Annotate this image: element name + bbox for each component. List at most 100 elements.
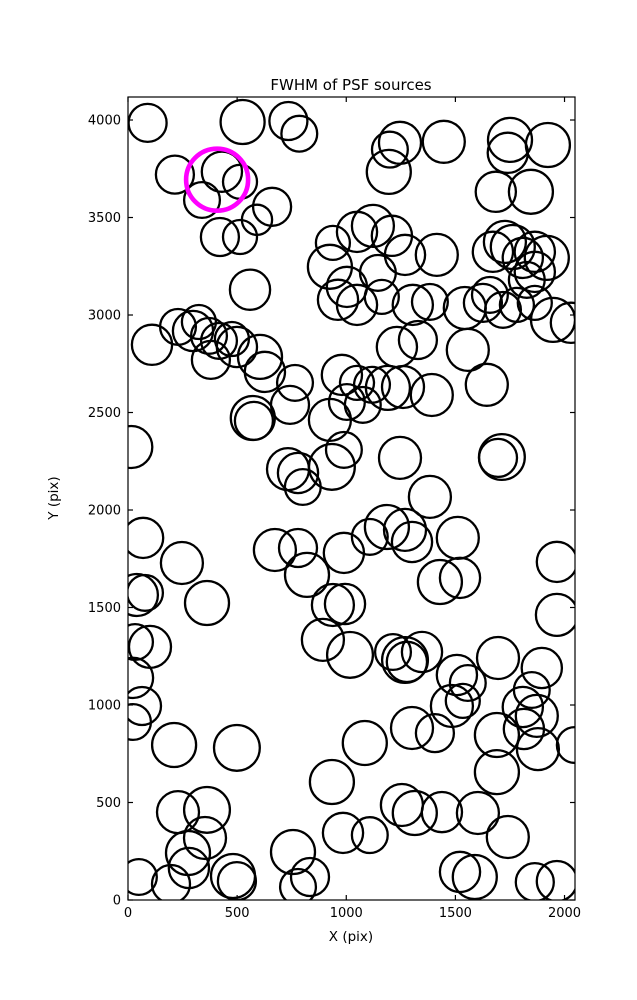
psf-source-circle bbox=[300, 617, 346, 663]
psf-source-circle bbox=[451, 853, 498, 900]
psf-source-circle bbox=[128, 857, 158, 897]
psf-source-circle bbox=[464, 362, 509, 407]
psf-source-circle bbox=[276, 451, 320, 495]
psf-source-circle bbox=[190, 339, 232, 381]
psf-source-circle bbox=[482, 219, 528, 265]
psf-source-circle bbox=[277, 527, 319, 569]
psf-source-circle bbox=[269, 828, 317, 876]
y-tick-label: 4000 bbox=[88, 114, 121, 129]
psf-source-circle bbox=[455, 790, 501, 836]
psf-source-circle bbox=[389, 705, 435, 751]
psf-source-circle bbox=[445, 327, 490, 373]
psf-source-circle bbox=[474, 170, 518, 214]
psf-source-circle bbox=[199, 321, 239, 360]
psf-source-circle bbox=[513, 230, 557, 274]
psf-source-circle bbox=[470, 275, 509, 314]
psf-source-circle bbox=[516, 284, 553, 322]
psf-source-circle bbox=[316, 278, 360, 322]
psf-source-circle bbox=[513, 250, 557, 294]
psf-source-circle bbox=[182, 785, 232, 834]
psf-source-circle bbox=[310, 582, 356, 628]
psf-source-circle bbox=[324, 430, 363, 469]
psf-source-circle bbox=[498, 286, 536, 324]
psf-source-circle bbox=[363, 278, 400, 316]
y-tick-label: 1000 bbox=[88, 699, 121, 714]
psf-source-circle bbox=[212, 723, 261, 772]
psf-source-circle bbox=[128, 656, 155, 700]
axis-ticks-layer: 0 500 1000 1500 2000 0 500 1000 1500 2000 2500 3000… bbox=[88, 97, 581, 921]
psf-source-circle bbox=[283, 551, 331, 599]
psf-source-circle bbox=[462, 282, 504, 324]
psf-source-circle bbox=[128, 516, 165, 560]
psf-source-circle bbox=[438, 556, 482, 600]
psf-source-circle bbox=[321, 811, 365, 855]
psf-source-circle bbox=[520, 646, 564, 690]
psf-source-circle bbox=[473, 711, 521, 759]
psf-source-circle bbox=[128, 702, 153, 742]
psf-source-circle bbox=[350, 203, 396, 249]
psf-source-circle bbox=[414, 232, 459, 278]
y-tick-label: 500 bbox=[96, 796, 121, 811]
psf-source-circle bbox=[335, 283, 379, 327]
psf-source-circle bbox=[189, 316, 229, 355]
psf-source-circle bbox=[233, 400, 275, 442]
psf-source-circle bbox=[501, 685, 545, 729]
psf-source-circle bbox=[477, 437, 519, 479]
psf-source-circle bbox=[529, 296, 575, 344]
psf-source-circle bbox=[407, 474, 453, 520]
psf-source-circle bbox=[373, 632, 413, 672]
psf-source-circle bbox=[514, 861, 555, 900]
psf-source-circle bbox=[278, 867, 318, 900]
psf-source-circle bbox=[128, 572, 160, 618]
psf-source-circle bbox=[365, 148, 412, 196]
y-tick-label: 2000 bbox=[88, 504, 121, 519]
psf-source-circle bbox=[383, 233, 427, 277]
psf-source-circle bbox=[314, 224, 352, 262]
psf-source-circle bbox=[199, 216, 241, 258]
psf-source-circle bbox=[327, 382, 366, 422]
psf-source-circle bbox=[523, 234, 570, 282]
psf-source-circle bbox=[268, 100, 309, 142]
psf-source-circle bbox=[128, 685, 163, 727]
psf-source-circle bbox=[240, 203, 274, 237]
x-tick-label: 1000 bbox=[330, 906, 363, 921]
psf-source-circle bbox=[416, 558, 464, 606]
psf-source-circle bbox=[280, 114, 319, 153]
psf-source-circle bbox=[483, 290, 523, 329]
psf-source-circle bbox=[363, 503, 411, 551]
psf-source-circle bbox=[219, 98, 266, 146]
y-tick-label: 3500 bbox=[88, 211, 121, 226]
psf-source-circle bbox=[350, 517, 389, 556]
psf-source-circle bbox=[534, 592, 575, 638]
psf-source-circle bbox=[475, 635, 521, 681]
psf-source-circle bbox=[183, 579, 231, 627]
psf-source-circle bbox=[421, 119, 466, 164]
psf-source-circle bbox=[524, 121, 572, 169]
psf-source-circle bbox=[307, 442, 356, 491]
psf-source-circle bbox=[429, 683, 475, 729]
psf-source-circle bbox=[410, 282, 449, 321]
psf-source-circle bbox=[350, 816, 389, 855]
y-tick-label: 0 bbox=[113, 894, 121, 909]
psf-source-circle bbox=[409, 372, 454, 418]
psf-source-circle bbox=[341, 719, 388, 767]
psf-source-circle bbox=[370, 130, 409, 169]
psf-source-circle bbox=[150, 863, 192, 900]
psf-source-circle bbox=[307, 397, 353, 443]
psf-source-circle bbox=[221, 218, 259, 256]
y-tick-label: 1500 bbox=[88, 601, 121, 616]
x-tick-label: 2000 bbox=[548, 906, 581, 921]
psf-source-circle bbox=[444, 682, 481, 720]
psf-source-circle bbox=[325, 630, 375, 679]
psf-source-circle bbox=[501, 236, 545, 280]
psf-source-circle bbox=[390, 520, 434, 564]
psf-source-circle bbox=[159, 540, 205, 586]
psf-source-circle bbox=[473, 748, 521, 796]
psf-source-circle bbox=[382, 507, 428, 553]
chart-title: FWHM of PSF sources bbox=[270, 76, 431, 94]
highlighted-psf-circle bbox=[183, 146, 251, 213]
psf-source-circle bbox=[420, 790, 464, 834]
psf-source-circle bbox=[486, 116, 534, 164]
